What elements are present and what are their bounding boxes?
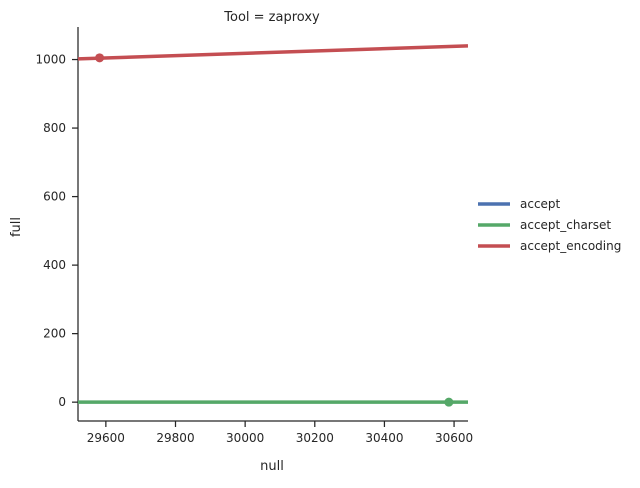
x-tick-label: 30200 (296, 431, 334, 445)
chart-title: Tool = zaproxy (223, 10, 320, 25)
y-tick-label: 800 (43, 121, 66, 135)
legend-label-accept: accept (520, 197, 561, 211)
x-tick-label: 29600 (87, 431, 125, 445)
legend-label-accept-encoding: accept_encoding (520, 239, 621, 253)
data-point-accept-charset (444, 397, 454, 407)
series-line-accept-encoding (78, 44, 468, 61)
x-tick-label: 30000 (226, 431, 264, 445)
legend: accept accept_charset accept_encoding (478, 197, 621, 253)
y-tick-label: 200 (43, 327, 66, 341)
legend-label-accept-charset: accept_charset (520, 218, 611, 232)
y-tick-label: 600 (43, 190, 66, 204)
x-axis-title: null (260, 459, 284, 474)
x-tick-label: 30600 (435, 431, 473, 445)
x-tick-label: 30400 (365, 431, 403, 445)
y-tick-label: 1000 (35, 53, 66, 67)
y-tick-label: 0 (58, 395, 66, 409)
y-axis-title: full (9, 217, 24, 237)
y-tick-label: 400 (43, 258, 66, 272)
data-point-accept-encoding (95, 53, 105, 63)
x-tick-label: 29800 (156, 431, 194, 445)
